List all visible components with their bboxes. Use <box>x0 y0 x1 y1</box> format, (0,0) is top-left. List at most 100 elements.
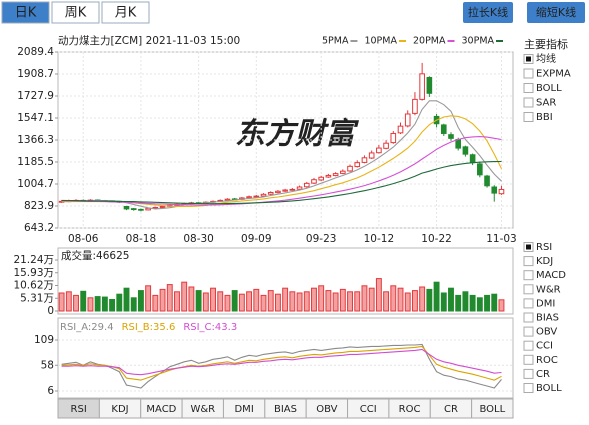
period-button[interactable] <box>101 1 150 24</box>
volume-bar <box>318 285 325 312</box>
action-button[interactable] <box>527 2 585 23</box>
volume-bar <box>267 290 274 312</box>
volume-bar <box>448 287 454 312</box>
candle-body <box>123 205 130 210</box>
checkbox[interactable] <box>523 97 534 108</box>
candle-body <box>426 76 433 94</box>
x-tick-label: 11-03 <box>486 233 517 245</box>
volume-bar <box>137 290 144 312</box>
y-tick-label: 58 <box>41 359 54 371</box>
legend-entry: RSI_C:43.3 <box>183 322 237 333</box>
period-button[interactable] <box>1 1 50 24</box>
volume-frame <box>57 247 514 315</box>
candle-body <box>325 174 332 178</box>
tab[interactable] <box>471 398 514 419</box>
volume-bar <box>332 292 339 312</box>
tab-label: RSI <box>71 404 87 415</box>
candle-body <box>311 179 317 184</box>
y-tick-label: 1366.3 <box>17 134 54 146</box>
checkbox[interactable] <box>523 312 534 323</box>
candle-body <box>260 193 267 197</box>
checkbox[interactable] <box>523 354 534 365</box>
checkbox[interactable] <box>523 112 534 122</box>
action-button[interactable] <box>463 2 513 23</box>
chart-title: 动力煤主力[ZCM] 2021-11-03 15:00 <box>58 34 240 47</box>
x-tick-label: 09-23 <box>306 233 337 245</box>
volume-bar <box>159 288 166 312</box>
indicator-label: ROC <box>536 355 558 366</box>
volume-bar <box>397 287 404 312</box>
candle-body <box>130 208 137 211</box>
checkbox[interactable] <box>523 368 534 379</box>
candle-body <box>332 173 339 177</box>
rsi-line <box>61 345 502 381</box>
candle-body <box>340 170 346 174</box>
candle-body <box>412 98 418 114</box>
indicator-label: CR <box>536 369 550 380</box>
x-tick-label: 10-12 <box>364 233 395 245</box>
y-tick-label: 109 <box>34 334 54 346</box>
checkbox[interactable] <box>523 340 534 351</box>
indicator-label: BOLL <box>536 83 562 94</box>
x-tick-label: 10-22 <box>421 233 452 245</box>
checkbox[interactable] <box>523 326 534 337</box>
checkbox[interactable] <box>523 270 534 281</box>
checkbox[interactable] <box>523 298 534 309</box>
checkbox[interactable] <box>523 83 534 93</box>
candle-body <box>303 182 310 188</box>
y-tick-label: 0 <box>47 305 54 317</box>
x-tick-label: 08-30 <box>183 233 214 245</box>
checkbox[interactable] <box>523 383 534 393</box>
y-tick-label: 1004.7 <box>17 178 54 190</box>
volume-bar <box>440 292 447 312</box>
indicator-label: 均线 <box>536 52 556 65</box>
candle-body <box>390 132 397 144</box>
indicator-label: W&R <box>536 284 561 295</box>
volume-bar <box>145 285 152 312</box>
indicator-label: SAR <box>536 98 556 109</box>
volume-bar <box>217 291 224 312</box>
tab-label: KDJ <box>111 404 128 415</box>
candle-body <box>477 163 483 176</box>
legend-sep: : <box>212 322 215 333</box>
legend-label: 5PMA <box>322 36 349 47</box>
volume-bar <box>188 286 195 312</box>
checkbox[interactable] <box>523 284 534 295</box>
ma-line <box>61 100 502 210</box>
volume-bar <box>123 287 130 312</box>
legend-value: 35.6 <box>153 322 175 333</box>
checkbox[interactable] <box>523 68 534 79</box>
y-tick-label: 5.31万 <box>20 292 54 304</box>
period-label: 周K <box>65 6 87 21</box>
tab-label: CCI <box>360 404 377 415</box>
volume-bar <box>65 291 72 312</box>
candle-body <box>138 208 144 211</box>
y-tick-label: 10.62万 <box>13 280 54 292</box>
volume-bar <box>296 292 303 312</box>
volume-bar <box>116 293 123 312</box>
indicator-label: RSI <box>536 242 552 253</box>
candle-body <box>282 189 288 192</box>
candle-body <box>318 176 325 181</box>
ma-line <box>61 160 502 205</box>
volume-bar <box>491 293 498 312</box>
volume-bar <box>260 294 267 312</box>
x-tick-label: 08-06 <box>68 233 99 245</box>
volume-bar <box>462 291 469 312</box>
volume-bar <box>109 298 116 312</box>
tab-label: MACD <box>146 404 176 415</box>
volume-bar <box>253 288 260 312</box>
candle-body <box>455 139 462 149</box>
legend-value: 29.4 <box>91 322 113 333</box>
y-tick-label: 2089.4 <box>17 46 54 58</box>
volume-bar <box>419 286 426 312</box>
legend-entry: RSI_B:35.6 <box>122 322 176 333</box>
legend-name: RSI_A <box>60 322 88 333</box>
candle-body <box>289 188 296 191</box>
period-button[interactable] <box>51 1 100 24</box>
y-tick-label: 823.9 <box>24 200 54 212</box>
period-label: 日K <box>15 6 37 21</box>
candle-body <box>267 191 274 195</box>
checkbox[interactable] <box>523 256 534 267</box>
tab-label: OBV <box>316 404 337 415</box>
